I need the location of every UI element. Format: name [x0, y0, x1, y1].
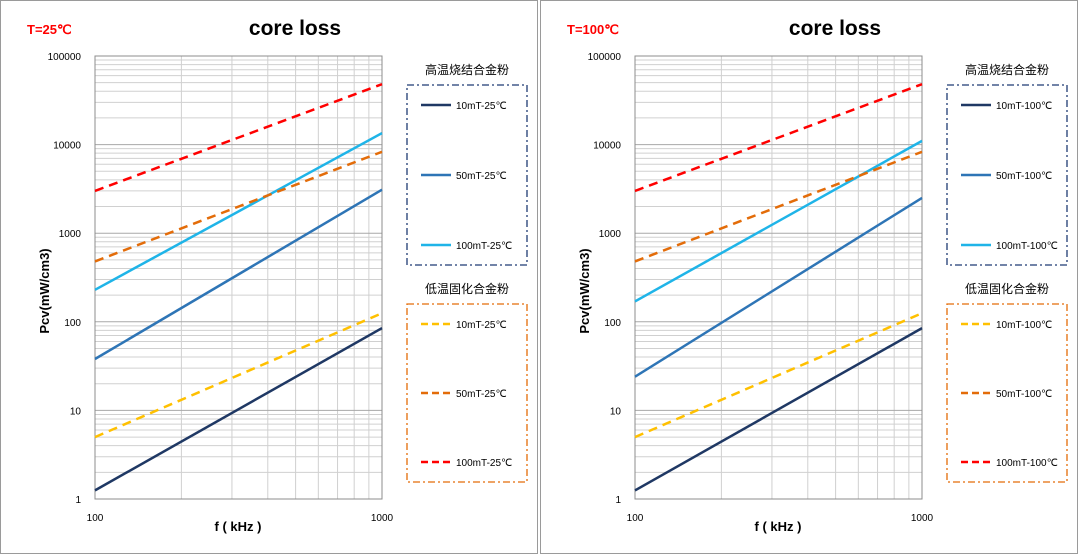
series-line-1 — [634, 327, 923, 492]
series-line-4 — [634, 312, 923, 439]
series-line-3 — [94, 132, 383, 291]
series-line-5 — [634, 150, 923, 263]
y-tick-label: 1 — [75, 495, 81, 506]
series-line-4 — [94, 312, 383, 439]
series-line-2 — [94, 188, 383, 361]
x-axis-title: f ( kHz ) — [755, 519, 802, 534]
legend-group-title: 低温固化合金粉 — [965, 281, 1049, 296]
series-line-5 — [94, 150, 383, 263]
legend-box — [946, 84, 1068, 266]
legend-box — [406, 303, 528, 483]
x-tick-label: 100 — [627, 513, 644, 524]
series-line-1 — [94, 327, 383, 492]
legend-group-title: 高温烧结合金粉 — [965, 62, 1049, 77]
legend-label: 50mT-100℃ — [996, 171, 1052, 182]
chart-panel-100c: T=100℃ core loss 1 10 100 1000 10000 100000 100 1… — [540, 0, 1078, 554]
legend-label: 50mT-25℃ — [456, 171, 507, 182]
legend-label: 50mT-25℃ — [456, 389, 507, 400]
plot-area — [634, 55, 923, 500]
y-tick-label: 10000 — [593, 141, 621, 152]
legend-label: 10mT-100℃ — [996, 101, 1052, 112]
y-tick-label: 100 — [64, 318, 81, 329]
x-tick-label: 1000 — [911, 513, 934, 524]
chart-title: core loss — [789, 17, 881, 40]
y-tick-label: 1 — [615, 495, 621, 506]
y-tick-label: 10 — [610, 406, 622, 417]
temperature-label: T=100℃ — [567, 22, 619, 37]
plot-area — [94, 55, 383, 500]
chart-svg-25c: T=25℃ core loss 1 10 100 1000 10000 100000 100 10… — [27, 17, 528, 534]
y-tick-label: 10000 — [53, 141, 81, 152]
grid — [94, 55, 383, 500]
legend-label: 10mT-100℃ — [996, 320, 1052, 331]
x-tick-label: 100 — [87, 513, 104, 524]
y-tick-label: 1000 — [599, 229, 622, 240]
x-axis-title: f ( kHz ) — [215, 519, 262, 534]
legend-group-title: 高温烧结合金粉 — [425, 62, 509, 77]
temperature-label: T=25℃ — [27, 22, 72, 37]
legend-box — [406, 84, 528, 266]
series-line-6 — [94, 83, 383, 193]
legend-label: 10mT-25℃ — [456, 101, 507, 112]
chart-panel-25c: T=25℃ core loss 1 10 100 1000 10000 100000 100 10… — [0, 0, 538, 554]
y-tick-label: 100 — [604, 318, 621, 329]
y-tick-label: 10 — [70, 406, 82, 417]
series-line-3 — [634, 139, 923, 303]
x-tick-label: 1000 — [371, 513, 394, 524]
series-line-2 — [634, 196, 923, 378]
y-axis-title: Pcv(mW/cm3) — [37, 248, 52, 333]
legend-label: 100mT-25℃ — [456, 241, 512, 252]
y-tick-label: 100000 — [48, 52, 82, 63]
y-tick-label: 100000 — [588, 52, 622, 63]
y-tick-label: 1000 — [59, 229, 82, 240]
legend-label: 10mT-25℃ — [456, 320, 507, 331]
legend-label: 100mT-25℃ — [456, 458, 512, 469]
y-axis-title: Pcv(mW/cm3) — [577, 248, 592, 333]
series-line-6 — [634, 83, 923, 193]
legend-label: 50mT-100℃ — [996, 389, 1052, 400]
legend-box — [946, 303, 1068, 483]
legend-label: 100mT-100℃ — [996, 458, 1058, 469]
chart-svg-100c: T=100℃ core loss 1 10 100 1000 10000 100000 100 1… — [567, 17, 1068, 534]
chart-title: core loss — [249, 17, 341, 40]
legend-group-title: 低温固化合金粉 — [425, 281, 509, 296]
legend-label: 100mT-100℃ — [996, 241, 1058, 252]
